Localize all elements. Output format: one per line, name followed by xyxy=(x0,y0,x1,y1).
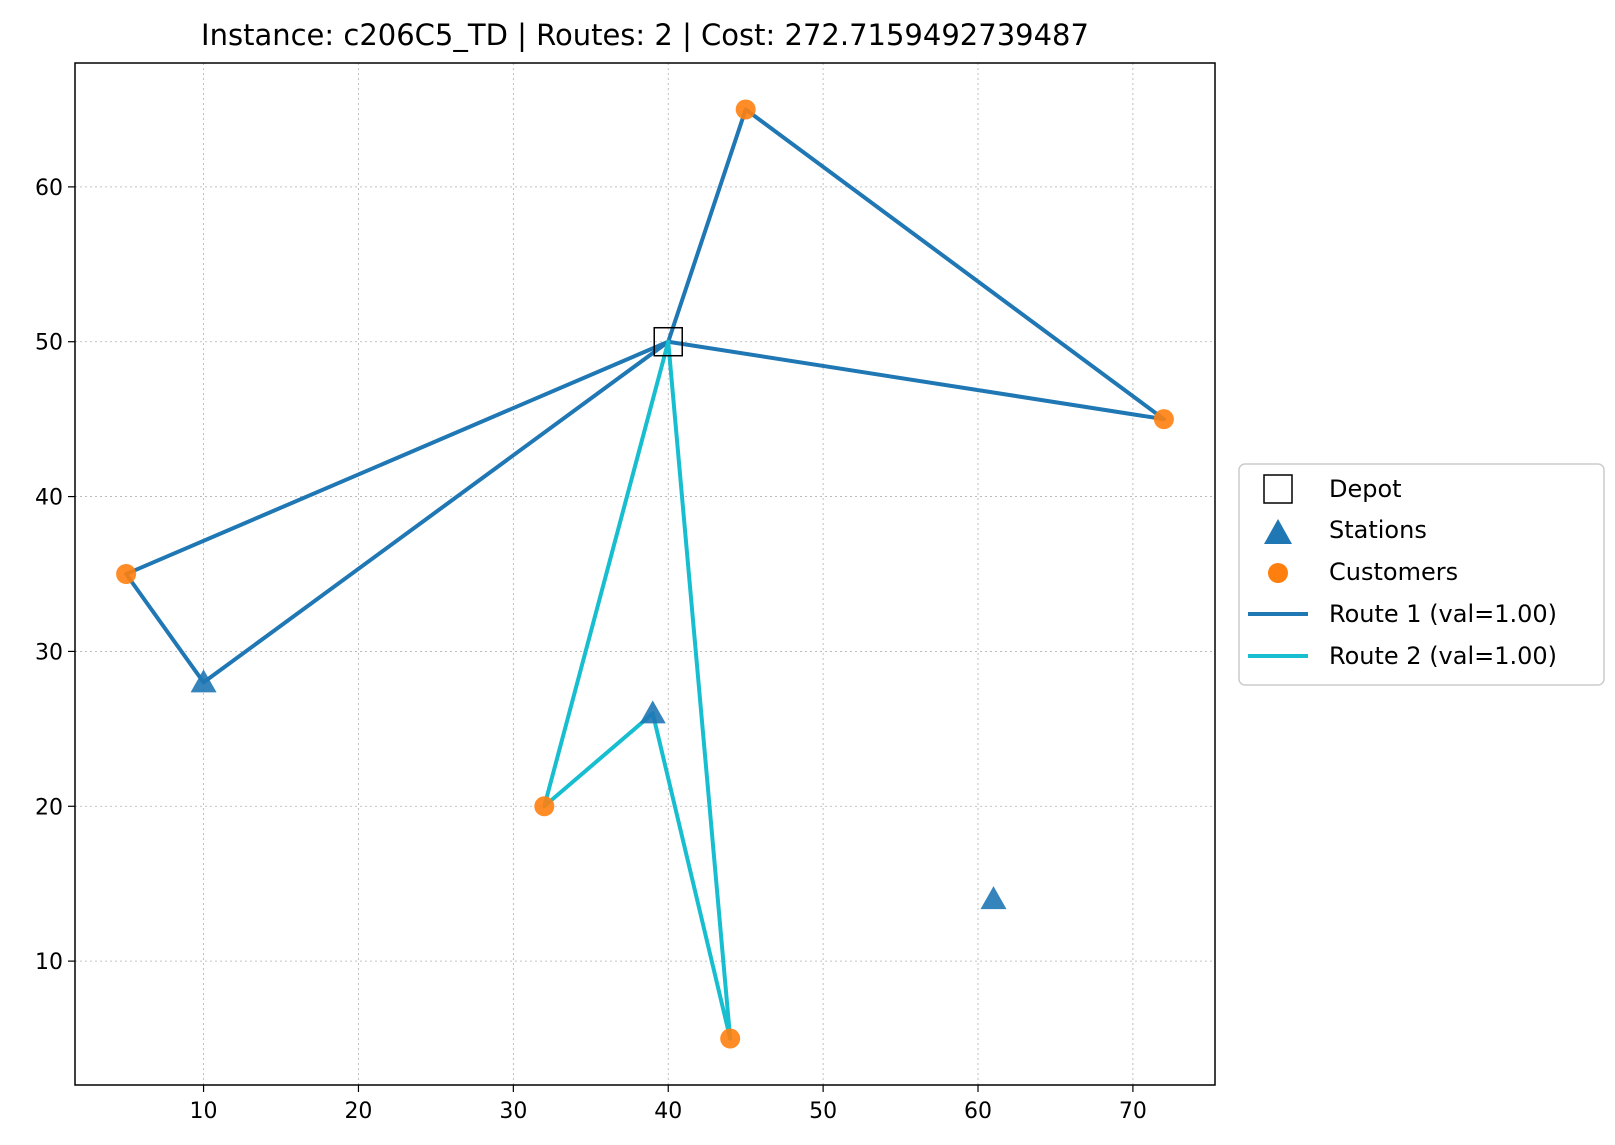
legend-label-customers: Customers xyxy=(1329,558,1458,586)
y-tick-label: 50 xyxy=(35,331,63,356)
axes: 10 20 30 40 50 60 70 10 20 30 40 50 60 xyxy=(35,176,1147,1124)
legend-label-stations: Stations xyxy=(1329,516,1427,544)
route-1-line xyxy=(124,107,1166,685)
customer-marker xyxy=(720,1028,741,1049)
legend-customers-marker xyxy=(1268,563,1288,583)
y-tick-label: 60 xyxy=(35,176,63,201)
customer-marker xyxy=(534,796,555,817)
x-tick-label: 40 xyxy=(654,1099,682,1124)
legend-label-depot: Depot xyxy=(1329,475,1402,503)
x-tick-label: 60 xyxy=(964,1099,992,1124)
legend-label-route-1: Route 1 (val=1.00) xyxy=(1329,600,1557,628)
legend-label-route-2: Route 2 (val=1.00) xyxy=(1329,642,1557,670)
y-tick-label: 10 xyxy=(35,950,63,975)
routes xyxy=(124,107,1166,1041)
x-tick-label: 70 xyxy=(1119,1099,1147,1124)
depot-marker xyxy=(653,326,683,357)
plot-frame xyxy=(74,62,1216,1086)
customer-marker xyxy=(1153,409,1174,430)
customer-marker xyxy=(735,99,756,120)
x-tick-label: 10 xyxy=(190,1099,218,1124)
station-marker xyxy=(190,669,217,693)
legend-stations-marker xyxy=(1264,519,1292,544)
markers xyxy=(116,99,1174,1049)
y-tick-label: 40 xyxy=(35,486,63,511)
legend-depot-marker xyxy=(1263,474,1293,504)
y-tick-label: 30 xyxy=(35,640,63,665)
station-marker xyxy=(639,700,666,724)
chart-title: Instance: c206C5_TD | Routes: 2 | Cost: … xyxy=(201,18,1089,52)
y-tick-label: 20 xyxy=(35,795,63,820)
legend-box xyxy=(1238,463,1605,686)
x-tick-label: 30 xyxy=(499,1099,527,1124)
route-2-line xyxy=(542,339,733,1041)
x-tick-label: 20 xyxy=(344,1099,372,1124)
grid xyxy=(75,63,1215,1085)
customer-marker xyxy=(116,564,137,584)
station-marker xyxy=(980,886,1007,910)
legend: Depot Stations Customers Route 1 (val=1.… xyxy=(1238,463,1605,686)
x-tick-label: 50 xyxy=(809,1099,837,1124)
